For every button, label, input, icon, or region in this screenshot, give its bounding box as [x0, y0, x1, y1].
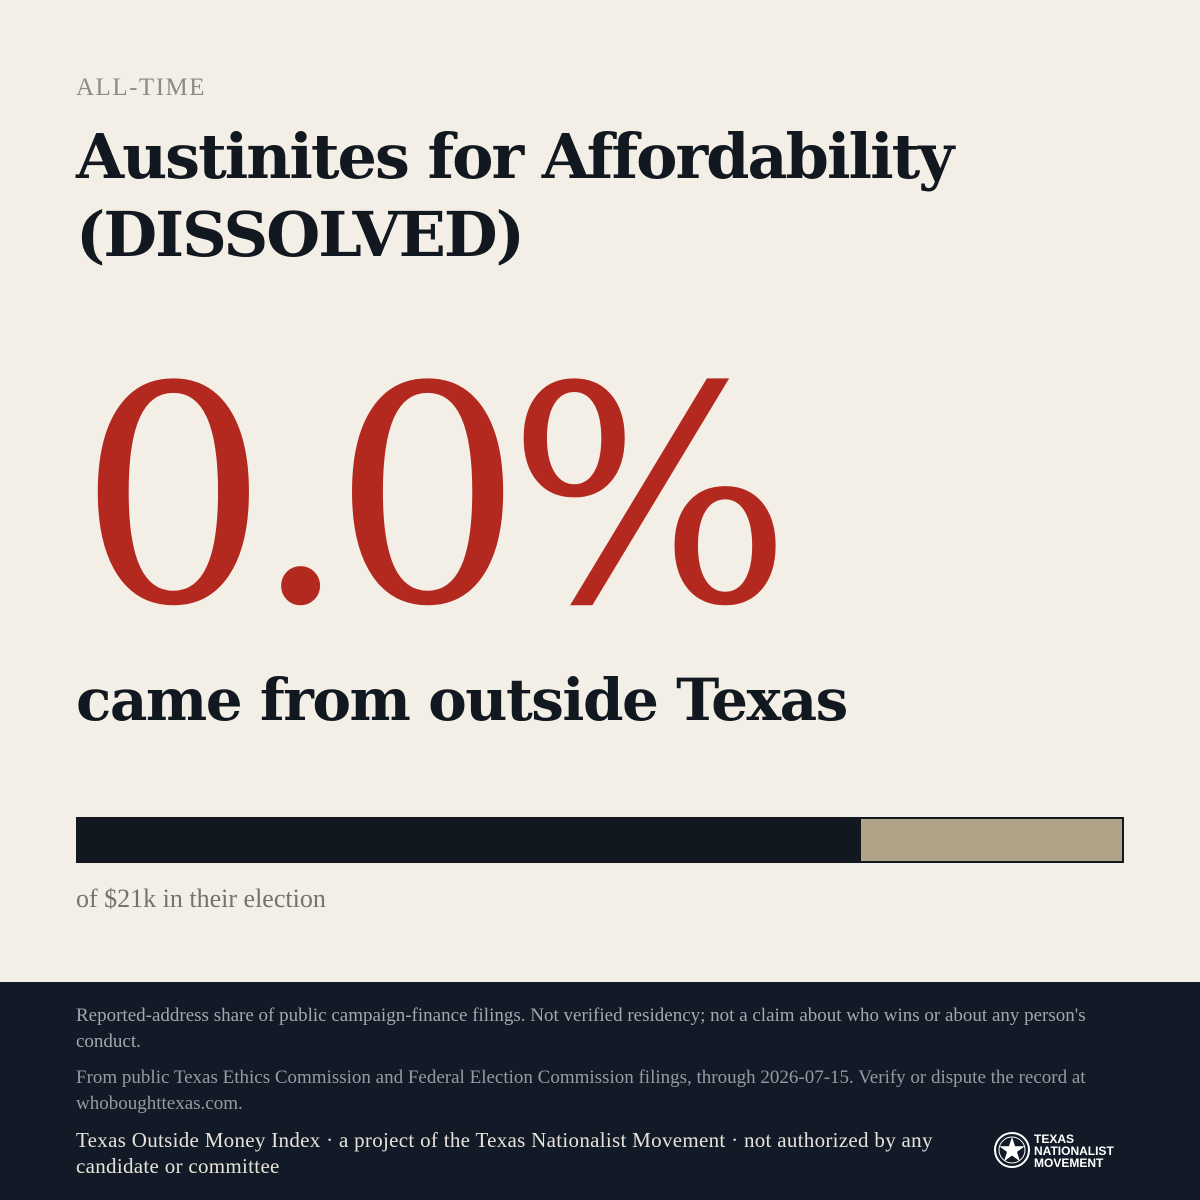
star-seal-icon — [994, 1132, 1030, 1168]
footer: Reported-address share of public campaig… — [0, 982, 1200, 1200]
logo-wordmark: TEXAS NATIONALIST MOVEMENT — [1034, 1133, 1114, 1169]
outside-share-percentage: 0.0% — [78, 323, 792, 672]
logo-line-3: MOVEMENT — [1034, 1156, 1104, 1170]
share-bar — [76, 817, 1124, 863]
logo-line-1: TEXAS — [1034, 1132, 1075, 1146]
logo-line-2: NATIONALIST — [1034, 1144, 1114, 1158]
footer-sources: From public Texas Ethics Commission and … — [76, 1067, 1086, 1114]
total-raised-note: of $21k in their election — [76, 884, 326, 913]
footer-disclaimer: Reported-address share of public campaig… — [76, 1005, 1086, 1052]
share-bar-fill — [861, 819, 1122, 861]
period-label: ALL-TIME — [76, 74, 207, 101]
share-caption: came from outside Texas — [76, 666, 848, 734]
footer-credit: Texas Outside Money Index · a project of… — [76, 1128, 933, 1178]
tnm-logo: TEXAS NATIONALIST MOVEMENT — [993, 1130, 1125, 1172]
committee-title: Austinites for Affordability (DISSOLVED) — [76, 120, 954, 271]
